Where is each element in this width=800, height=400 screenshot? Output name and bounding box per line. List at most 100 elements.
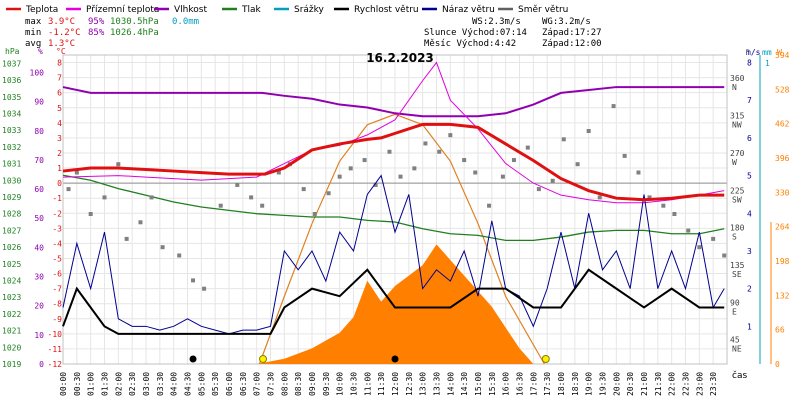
axis-time-tick: 04:30 [184,372,193,396]
series-felt-temperature [62,61,725,204]
axis-dir-tick: 180 [730,224,745,233]
axis-time-tick: 16:30 [516,372,525,396]
axis-temp-title: °C [56,47,66,56]
stat-wind-speed: WS:2.3m/s [472,17,521,27]
axis-ms-tick: 5 [747,172,752,181]
wind-direction-point [586,129,591,133]
axis-temp-tick: -7 [52,285,62,294]
stat-sun: Slunce Východ:07:14 [424,28,527,38]
axis-time-tick: 06:00 [225,372,234,396]
wind-direction-point [398,174,403,179]
axis-hpa-tick: 1026 [2,243,21,252]
axis-dir-tick: 315 [730,112,745,121]
axis-time-tick: 09:30 [322,372,331,396]
axis-time-tick: 13:00 [419,372,428,396]
stats-block: max 3.9°C 95% 1030.5hPa 0.0mm min -1.2°C… [25,17,602,49]
axis-hpa-title: hPa [5,47,20,56]
axis-hpa-tick: 1021 [2,327,21,336]
wind-direction-point [124,236,129,241]
axis-pct-tick: 10 [34,331,44,340]
axis-hpa-tick: 1024 [2,276,21,285]
legend-label: Teplota [25,5,58,15]
wind-direction-point [191,278,196,283]
axis-time-tick: 22:30 [682,372,691,396]
axis-temp-tick: 0 [57,179,62,188]
wind-direction-point [149,195,154,200]
wind-direction-point [686,228,691,233]
wind-direction-point [536,187,541,192]
axis-time-tick: 17:00 [529,372,538,396]
legend-label: Směr větru [518,5,568,15]
wind-direction-point [597,195,602,200]
axis-time-tick: 23:30 [709,372,718,396]
axis-time-tick: 08:30 [294,372,303,396]
axis-pct-tick: 0 [39,360,44,369]
stat-sun-set: Západ:17:27 [542,28,602,38]
axis-time-tick: 19:30 [599,372,608,396]
axis-time-tick: 01:00 [87,372,96,396]
wind-direction-point [462,158,467,163]
legend-label: Srážky [294,5,325,15]
wind-direction-point [672,212,677,216]
stat-min-label: min [25,28,41,38]
stat-max-rain: 0.0mm [172,17,199,27]
axis-temp-tick: -2 [52,209,62,218]
axis-dir-label: N [732,83,737,92]
axis-time-tick: 13:30 [433,372,442,396]
wind-direction-point [348,166,353,171]
axis-time-tick: 01:30 [101,372,110,396]
axis-time-tick: 23:00 [695,372,704,396]
wind-direction-point [312,212,317,216]
axis-ms-tick: 4 [747,209,752,218]
wind-direction-point [301,187,306,192]
axis-time-tick: 19:00 [585,372,594,396]
axis-dir-tick: 270 [730,149,745,158]
stat-moon: Měsíc Východ:4:42 [424,39,516,49]
axis-time-tick: 14:00 [446,372,455,396]
axis-w-tick: 528 [775,85,790,94]
series-pressure [62,174,725,242]
axis-w-tick: 594 [775,51,790,60]
marker-sunrise [259,355,268,363]
legend-label: Náraz větru [442,5,495,15]
stat-max-temp: 3.9°C [48,17,75,27]
axis-dir-label: W [732,158,737,167]
wind-direction-point [561,137,566,142]
wind-direction-point [622,153,627,158]
wind-direction-point [373,182,378,187]
wind-direction-point [473,170,478,175]
axis-time-tick: 18:30 [571,372,580,396]
stat-min-temp: -1.2°C [48,28,81,38]
axis-temp-tick: -4 [52,239,62,248]
axis-pct-tick: 40 [34,243,44,252]
wind-direction-point [276,170,281,175]
axis-dir-label: NW [732,121,742,130]
axis-time-tick: 04:00 [170,372,179,396]
axis-pct-tick: 100 [30,68,45,77]
axis-temp-tick: 8 [57,59,62,68]
axis-time-tick: 20:30 [626,372,635,396]
wind-direction-point [249,195,254,200]
axis-pct-title: % [38,47,43,56]
axis-temp-tick: 3 [57,134,62,143]
axis-temp-tick: -6 [52,270,62,279]
axis-time-tick: 02:30 [128,372,137,396]
chart-title: 16.2.2023 [366,51,434,65]
axis-w-tick: 264 [775,223,790,232]
axis-time-tick: 15:30 [488,372,497,396]
axis-time-tick: 10:30 [350,372,359,396]
wind-direction-point [550,178,555,183]
wind-direction-point [437,149,442,154]
axis-temp-tick: 2 [57,149,62,158]
axis-pct-tick: 30 [34,273,44,282]
axis-dir-label: NE [732,345,742,354]
axis-hpa-tick: 1029 [2,193,21,202]
axis-ms-tick: 6 [747,134,752,143]
wind-direction-point [487,203,492,208]
wind-direction-point [138,220,143,225]
wind-direction-point [88,212,93,216]
marker-sunset [541,355,550,363]
axis-pct-tick: 60 [34,185,44,194]
axis-temp-tick: 6 [57,89,62,98]
axis-time-tick: 05:00 [197,372,206,396]
